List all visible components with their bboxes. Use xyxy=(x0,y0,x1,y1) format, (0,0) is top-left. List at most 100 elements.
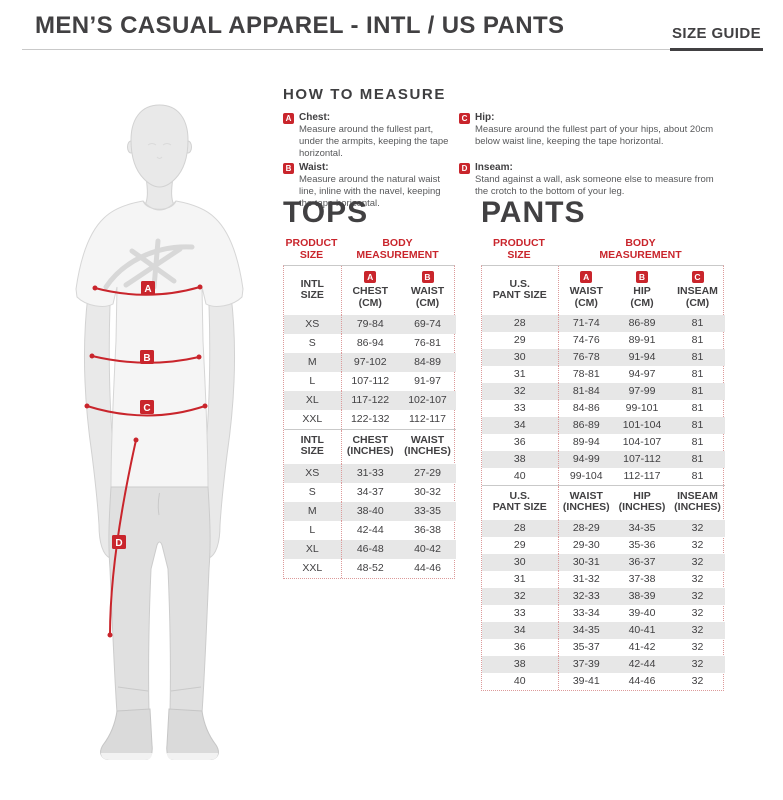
measurement-value: 32 xyxy=(691,538,704,551)
measurement-value: 38-39 xyxy=(614,587,670,605)
column-label: WAIST (INCHES) xyxy=(562,489,610,514)
table-header-row: INTL SIZE CHEST (INCHES) WAIST (INCHES) xyxy=(284,428,456,464)
how-to-measure-section: HOW TO MEASURE A Chest: Measure around the… xyxy=(283,86,724,209)
table-row: M 97-102 84-89 xyxy=(284,353,456,373)
size-value: 28 xyxy=(482,315,558,333)
size-value: 29 xyxy=(513,333,526,346)
male-figure-illustration: A B C D xyxy=(75,104,244,760)
measurement-value: 37-39 xyxy=(557,655,614,673)
measure-name: Chest: xyxy=(299,112,331,123)
size-value: 34 xyxy=(482,621,558,639)
measurement-value: 30-32 xyxy=(414,485,441,498)
column-label: HIP (INCHES) xyxy=(618,489,666,514)
measurement-value: 91-97 xyxy=(414,374,441,387)
measure-item: C Hip: Measure around the fullest part of … xyxy=(459,112,724,160)
table-row: S 86-94 76-81 xyxy=(284,334,456,354)
inseam-marker-label: D xyxy=(115,538,122,549)
table-row: 40 99-104 112-117 81 xyxy=(482,468,725,486)
measurement-column-header: B HIP (CM) xyxy=(614,266,670,315)
how-to-measure-title: HOW TO MEASURE xyxy=(283,86,446,103)
table-row: 38 94-99 107-112 81 xyxy=(482,451,725,469)
measurement-value: 107-112 xyxy=(614,451,670,469)
measurement-value: 35-37 xyxy=(557,638,614,656)
measurement-value: 91-94 xyxy=(614,349,670,367)
measurement-value: 81 xyxy=(670,417,725,435)
measurement-value: 99-104 xyxy=(557,468,614,486)
tops-size-table: INTL SIZE A CHEST (CM) B WAIST (CM) XS 79-84 69… xyxy=(283,265,456,579)
measurement-value: 86-94 xyxy=(340,334,399,354)
measure-description: Measure around the fullest part, under t… xyxy=(299,124,449,159)
measurement-column-header: WAIST (INCHES) xyxy=(399,428,456,464)
measurement-column-header: WAIST (INCHES) xyxy=(557,484,614,520)
pants-body-measurement-label: BODY MEASUREMENT xyxy=(599,237,682,261)
inseam-marker-badge xyxy=(112,535,126,549)
measurement-value: 74-76 xyxy=(557,332,614,350)
measurement-value: 84-86 xyxy=(557,400,614,418)
size-column-header: U.S. PANT SIZE xyxy=(492,277,547,302)
pants-size-table: U.S. PANT SIZE A WAIST (CM) B HIP (CM) C INSEA… xyxy=(481,265,725,691)
table-row: 38 37-39 42-44 32 xyxy=(482,655,725,673)
column-label: WAIST (INCHES) xyxy=(404,433,451,458)
measurement-value: 79-84 xyxy=(340,315,399,335)
size-column-header: INTL SIZE xyxy=(300,277,324,302)
pants-legs xyxy=(108,486,211,714)
column-label: WAIST (CM) xyxy=(410,285,445,309)
size-value: 31 xyxy=(513,367,526,380)
measurement-value: 71-74 xyxy=(557,315,614,333)
measurement-value: 35-36 xyxy=(628,538,656,551)
head xyxy=(127,104,192,211)
measurement-value: 32 xyxy=(691,572,704,585)
measurement-value: 33-34 xyxy=(557,604,614,622)
measure-badge-c: C xyxy=(459,113,470,124)
measure-name: Hip: xyxy=(475,112,495,123)
table-row: 40 39-41 44-46 32 xyxy=(482,672,725,690)
hip-marker-label: C xyxy=(143,403,150,414)
table-row: 28 71-74 86-89 81 xyxy=(482,315,725,333)
t-shirt xyxy=(75,200,244,488)
measure-instructions: A Chest: Measure around the fullest part, … xyxy=(283,112,724,210)
measurement-value: 81 xyxy=(670,349,725,367)
size-value: L xyxy=(309,374,316,387)
measure-badge-a: A xyxy=(283,113,294,124)
tops-title: TOPS xyxy=(283,196,369,229)
size-guide-tab[interactable]: SIZE GUIDE xyxy=(669,25,763,51)
measurement-value: 44-46 xyxy=(414,561,441,574)
page-title: MEN’S CASUAL APPAREL - INTL / US PANTS xyxy=(35,12,565,39)
waist-marker-label: B xyxy=(143,353,150,364)
column-label: CHEST (INCHES) xyxy=(346,433,394,458)
measurement-value: 33-35 xyxy=(399,501,456,521)
measurement-value: 48-52 xyxy=(340,558,399,578)
measurement-value: 76-81 xyxy=(414,336,441,349)
measurement-column-header: INSEAM (INCHES) xyxy=(670,484,725,520)
tops-section: TOPS PRODUCT SIZE BODY MEASUREMENT INTL … xyxy=(283,196,456,691)
table-row: 30 30-31 36-37 32 xyxy=(482,553,725,571)
measurement-value: 94-99 xyxy=(557,451,614,469)
column-badge-a: A xyxy=(364,271,377,284)
measurement-value: 81 xyxy=(691,469,704,482)
measurement-value: 104-107 xyxy=(622,435,662,448)
size-value: 32 xyxy=(482,587,558,605)
measurement-value: 99-101 xyxy=(625,401,659,414)
measurement-value: 28-29 xyxy=(557,519,614,537)
table-row: 28 28-29 34-35 32 xyxy=(482,519,725,537)
size-value: S xyxy=(308,485,316,498)
measurement-value: 81 xyxy=(691,435,704,448)
measurement-value: 101-104 xyxy=(614,417,670,435)
measurement-value: 112-117 xyxy=(409,412,446,425)
table-header-row: U.S. PANT SIZE WAIST (INCHES) HIP (INCHES)… xyxy=(482,484,725,520)
table-row: 36 35-37 41-42 32 xyxy=(482,638,725,656)
measurement-value: 81 xyxy=(670,451,725,469)
measurement-value: 112-117 xyxy=(623,469,661,482)
size-value: 29 xyxy=(513,538,526,551)
size-value: 38 xyxy=(482,451,558,469)
measure-text: Hip: Measure around the fullest part of y… xyxy=(475,112,716,160)
table-header-row: U.S. PANT SIZE A WAIST (CM) B HIP (CM) C INSEA… xyxy=(482,266,725,316)
shoes xyxy=(100,708,219,760)
table-row: 29 74-76 89-91 81 xyxy=(482,332,725,350)
size-value: 40 xyxy=(513,469,526,482)
size-value: 36 xyxy=(513,640,526,653)
content-column: HOW TO MEASURE A Chest: Measure around the… xyxy=(283,86,725,691)
measurement-value: 29-30 xyxy=(557,536,614,554)
chest-marker-label: A xyxy=(144,284,151,295)
size-table: U.S. PANT SIZE A WAIST (CM) B HIP (CM) C INSEA… xyxy=(482,266,725,690)
